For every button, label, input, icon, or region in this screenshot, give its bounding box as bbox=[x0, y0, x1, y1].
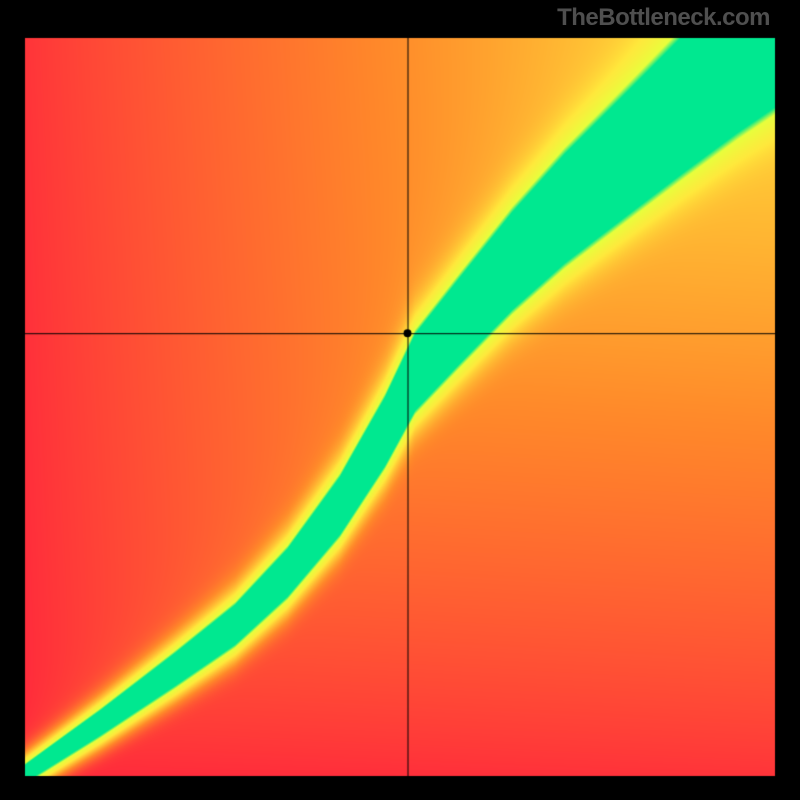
bottleneck-heatmap bbox=[0, 0, 800, 800]
watermark-text: TheBottleneck.com bbox=[557, 4, 770, 32]
